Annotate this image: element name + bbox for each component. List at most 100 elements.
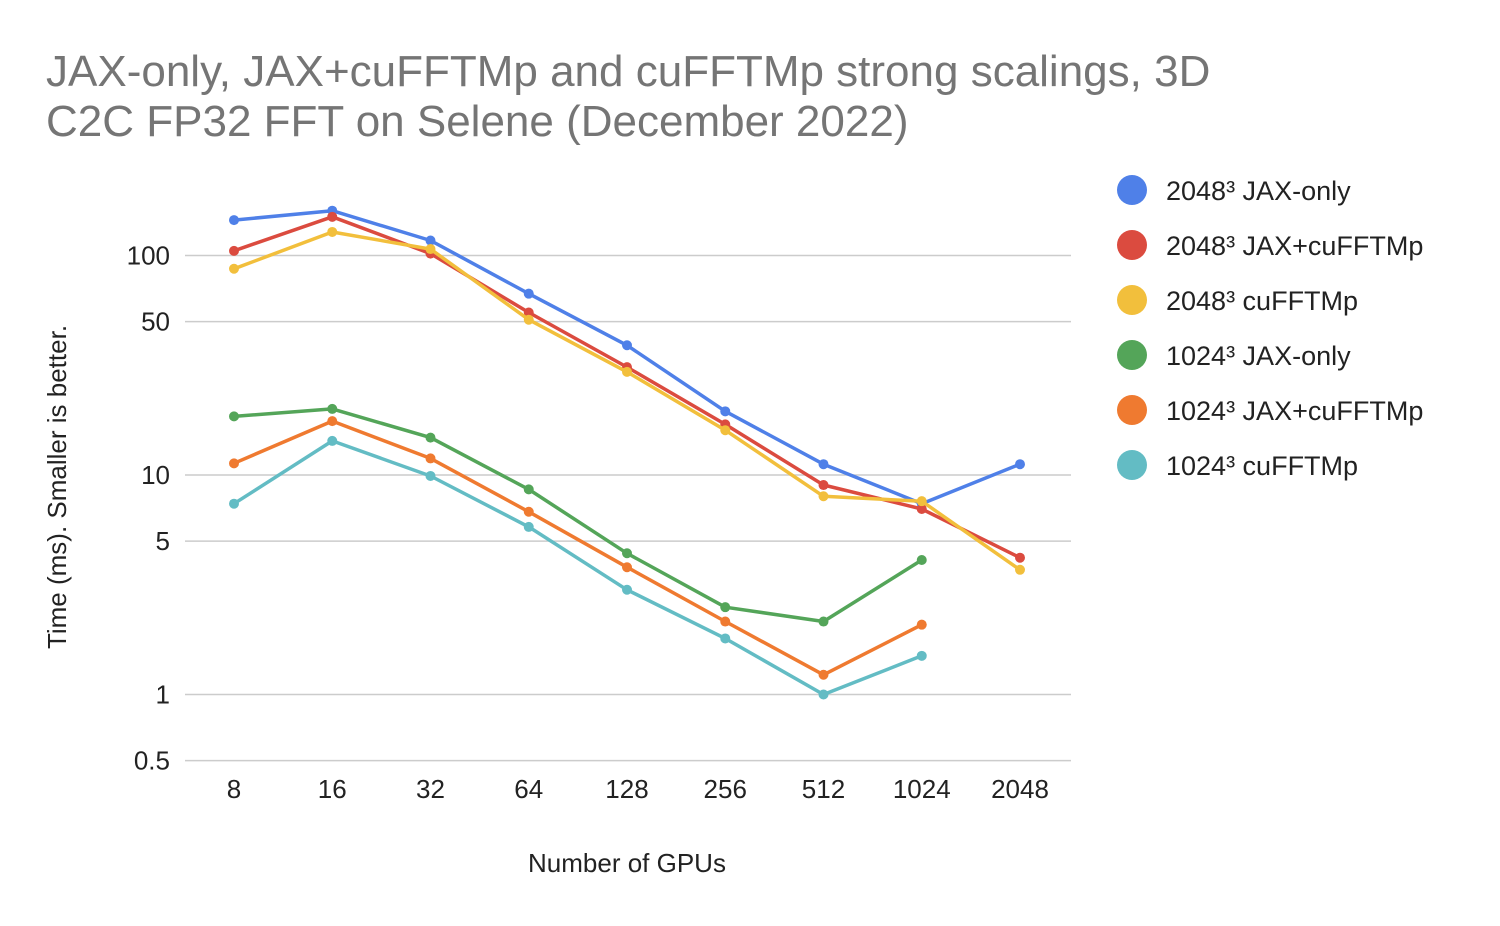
data-point	[523, 288, 534, 299]
data-point	[916, 619, 927, 630]
data-point	[1015, 564, 1025, 575]
data-point	[229, 263, 239, 274]
data-point	[916, 554, 927, 565]
data-point	[818, 689, 829, 700]
data-point	[523, 506, 534, 517]
y-axis-title: Time (ms). Smaller is better.	[42, 325, 72, 649]
legend-label: 2048³ cuFFTMp	[1166, 286, 1358, 316]
data-point	[523, 521, 534, 532]
data-point	[622, 340, 632, 351]
series-5	[229, 416, 927, 680]
data-point	[327, 211, 338, 222]
series-2	[229, 211, 1025, 563]
data-point	[622, 584, 632, 595]
data-point	[622, 562, 632, 573]
series-1	[229, 205, 1025, 509]
series-line	[232, 419, 924, 677]
data-point	[720, 425, 731, 436]
data-point	[916, 504, 927, 515]
x-tick-label: 256	[704, 774, 747, 804]
y-tick-label: 10	[141, 460, 170, 490]
series-line	[232, 215, 1022, 560]
y-tick-label: 1	[156, 680, 170, 710]
data-point	[720, 602, 731, 613]
data-point	[1015, 552, 1025, 563]
data-point	[818, 669, 829, 680]
data-point	[818, 459, 829, 470]
x-tick-label: 8	[227, 774, 241, 804]
gridlines	[185, 254, 1071, 762]
x-axis-ticks: 8 16 32 64 128 256 512 1024 2048	[227, 774, 1049, 804]
data-point	[229, 245, 239, 256]
data-point	[720, 616, 731, 627]
data-point	[327, 226, 338, 237]
data-point	[229, 498, 239, 509]
data-point	[327, 416, 338, 427]
series-group	[229, 205, 1025, 700]
legend-label: 1024³ cuFFTMp	[1166, 451, 1358, 481]
x-tick-label: 2048	[991, 774, 1049, 804]
data-point	[916, 496, 927, 507]
x-tick-label: 16	[318, 774, 347, 804]
chart-title: JAX-only, JAX+cuFFTMp and cuFFTMp strong…	[46, 47, 1210, 146]
x-tick-label: 128	[605, 774, 648, 804]
data-point	[425, 244, 436, 255]
legend-marker	[1117, 450, 1147, 480]
legend-label: 1024³ JAX-only	[1166, 341, 1351, 371]
data-point	[523, 314, 534, 325]
y-tick-label: 100	[127, 241, 170, 271]
legend-item: 2048³ JAX+cuFFTMp	[1117, 230, 1423, 261]
y-tick-label: 0.5	[134, 746, 170, 776]
y-tick-label: 50	[141, 307, 170, 337]
legend-item: 1024³ JAX+cuFFTMp	[1117, 395, 1423, 426]
series-line	[232, 439, 924, 697]
data-point	[720, 633, 731, 644]
data-point	[622, 366, 632, 377]
data-point	[523, 307, 534, 318]
data-point	[1015, 459, 1025, 470]
data-point	[720, 406, 731, 417]
legend-marker	[1117, 230, 1147, 260]
data-point	[818, 480, 829, 491]
series-6	[229, 435, 927, 700]
series-4	[229, 403, 927, 627]
data-point	[425, 453, 436, 464]
legend-item: 1024³ JAX-only	[1117, 340, 1351, 371]
legend-marker	[1117, 175, 1147, 205]
legend-marker	[1117, 285, 1147, 315]
data-point	[818, 616, 829, 627]
series-3	[229, 226, 1025, 575]
chart-title-line-2: C2C FP32 FFT on Selene (December 2022)	[46, 97, 908, 146]
x-axis-title: Number of GPUs	[528, 848, 726, 878]
x-tick-label: 32	[416, 774, 445, 804]
data-point	[229, 411, 239, 422]
legend-marker	[1117, 395, 1147, 425]
data-point	[622, 548, 632, 559]
series-line	[232, 230, 1022, 572]
y-axis-ticks: 0.5 1 5 10 50 100	[127, 241, 170, 776]
data-point	[229, 215, 239, 226]
x-tick-label: 64	[514, 774, 543, 804]
series-line	[232, 208, 1022, 506]
y-tick-label: 5	[156, 526, 170, 556]
chart-title-line-1: JAX-only, JAX+cuFFTMp and cuFFTMp strong…	[46, 47, 1210, 96]
data-point	[229, 458, 239, 469]
data-point	[916, 650, 927, 661]
series-line	[232, 407, 924, 624]
data-point	[425, 470, 436, 481]
x-tick-label: 512	[802, 774, 845, 804]
legend-item: 2048³ cuFFTMp	[1117, 285, 1358, 316]
data-point	[523, 484, 534, 495]
legend: 2048³ JAX-only 2048³ JAX+cuFFTMp 2048³ cuF…	[1117, 175, 1423, 481]
data-point	[818, 491, 829, 502]
data-point	[327, 403, 338, 414]
legend-label: 2048³ JAX+cuFFTMp	[1166, 231, 1423, 261]
data-point	[425, 432, 436, 443]
legend-item: 2048³ JAX-only	[1117, 175, 1351, 206]
data-point	[327, 435, 338, 446]
legend-label: 2048³ JAX-only	[1166, 176, 1351, 206]
legend-marker	[1117, 340, 1147, 370]
legend-item: 1024³ cuFFTMp	[1117, 450, 1358, 481]
legend-label: 1024³ JAX+cuFFTMp	[1166, 396, 1423, 426]
